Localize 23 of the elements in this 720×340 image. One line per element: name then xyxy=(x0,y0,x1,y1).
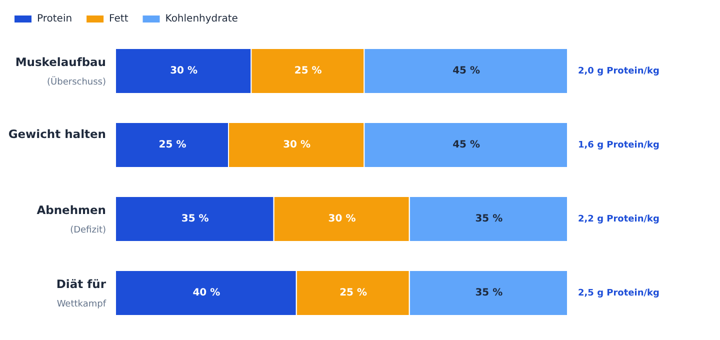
data-label: 30 % xyxy=(170,66,198,77)
y-tick-label: Diät für Wettkampf xyxy=(56,276,107,310)
data-label: 45 % xyxy=(452,66,480,77)
data-label: 30 % xyxy=(328,214,356,225)
y-tick-label: Muskelaufbau (Überschuss) xyxy=(15,54,106,88)
text: 2,2 g Protein/kg xyxy=(578,214,660,224)
y-tick-label: Gewicht halten xyxy=(8,126,106,141)
legend-label: Protein xyxy=(37,14,72,25)
legend-label: Kohlenhydrate xyxy=(165,14,238,25)
text: 2,0 g Protein/kg xyxy=(578,66,660,76)
data-label: 25 % xyxy=(340,288,368,299)
data-label: 25 % xyxy=(294,66,322,77)
data-label: 25 % xyxy=(158,140,186,151)
text: 2,5 g Protein/kg xyxy=(578,288,660,298)
y-tick-label: Abnehmen (Defizit) xyxy=(36,202,106,236)
text: 1,6 g Protein/kg xyxy=(578,140,660,150)
data-label: 35 % xyxy=(181,214,209,225)
data-label: 30 % xyxy=(283,140,311,151)
data-label: 35 % xyxy=(475,214,503,225)
data-label: 35 % xyxy=(475,288,503,299)
legend-label: Fett xyxy=(109,14,128,25)
data-label: 40 % xyxy=(192,288,220,299)
data-label: 45 % xyxy=(452,140,480,151)
